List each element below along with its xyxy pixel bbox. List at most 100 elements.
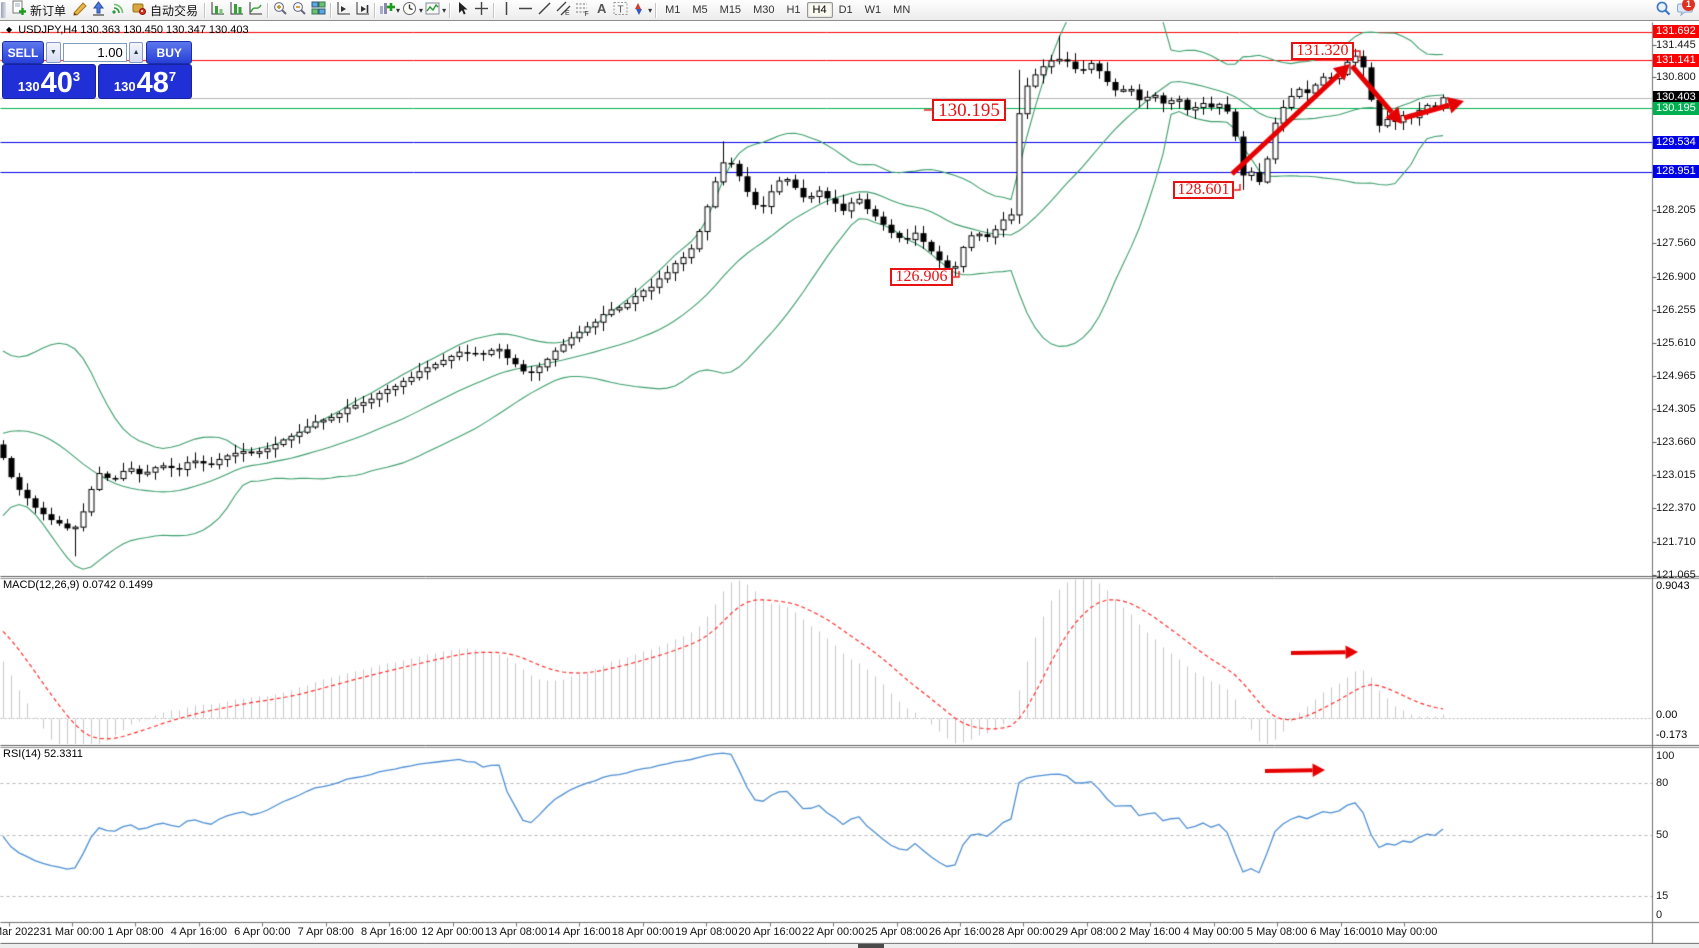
horizontal-scrollbar[interactable]: [0, 944, 1699, 948]
chat-button[interactable]: 1: [1676, 0, 1695, 20]
horizontal-scrollbar-thumb[interactable]: [858, 944, 884, 948]
auto-trading-button[interactable]: 自动交易: [127, 1, 201, 19]
text-label-button-icon: T: [612, 0, 629, 20]
price-tick: 124.305: [1656, 403, 1696, 416]
new-order-button[interactable]: 新订单: [7, 0, 69, 20]
toolbar: 新订单 自动交易 ▾ ▾ ▾ E F A T ▾ M1 M5 M15 M30 H1 H4 D1 W1 MN 1: [0, 0, 1699, 21]
arrows-button[interactable]: ▾: [630, 1, 652, 19]
ohlc-low: 130.347: [166, 24, 206, 36]
rsi-scale-label: 100: [1656, 750, 1675, 762]
date-label: 12 Apr 00:00: [421, 926, 484, 938]
data-window-icon[interactable]: [208, 1, 226, 19]
chevron-down-icon[interactable]: ▾: [396, 5, 401, 15]
timeframe-m15[interactable]: M15: [719, 4, 742, 16]
chevron-down-icon[interactable]: ▾: [648, 5, 653, 15]
rsi-label: RSI(14) 52.3311: [3, 748, 83, 760]
chevron-down-icon[interactable]: ▾: [442, 5, 447, 15]
date-label: 6 Apr 00:00: [234, 926, 291, 938]
annotation-126906[interactable]: 126.906: [890, 268, 953, 286]
horizontal-line-button[interactable]: [516, 1, 534, 19]
fibonacci-button[interactable]: F: [573, 1, 591, 19]
crosshair-button[interactable]: [472, 1, 490, 19]
date-label: 31 Mar 00:00: [39, 926, 105, 938]
sell-price-prefix: 130: [17, 79, 40, 94]
signal-icon-icon: [109, 0, 126, 20]
svg-text:A: A: [597, 1, 607, 16]
date-label: 7 Apr 08:00: [297, 926, 354, 938]
cursor-button[interactable]: [453, 1, 471, 19]
symbol-name: USDJPY,H4: [18, 24, 78, 36]
templates-button[interactable]: ▾: [424, 1, 446, 19]
price-badge: 131.141: [1653, 53, 1699, 67]
trendline-button-icon: [536, 0, 553, 20]
styler-icon-icon: [71, 0, 88, 20]
rsi-scale-label: 15: [1656, 889, 1669, 902]
horizontal-line-button-icon: [517, 0, 534, 20]
new-order-button-icon: [10, 0, 27, 20]
timeframe-m1[interactable]: M1: [665, 4, 681, 16]
text-label-button[interactable]: T: [611, 1, 629, 19]
price-tick: 130.800: [1656, 71, 1696, 84]
trendline-button[interactable]: [535, 1, 553, 19]
timeframe-d1[interactable]: D1: [838, 4, 853, 16]
timeframe-mn[interactable]: MN: [893, 4, 911, 16]
price-tick: 128.205: [1656, 204, 1696, 217]
vertical-line-button[interactable]: [497, 1, 515, 19]
date-label: 13 Apr 08:00: [484, 926, 548, 938]
signal-icon[interactable]: [108, 1, 126, 19]
price-tick: 122.370: [1656, 502, 1696, 515]
chevron-down-icon[interactable]: ▾: [419, 5, 424, 15]
timeframe-h4[interactable]: H4: [806, 2, 833, 18]
macd-scale-max: 0.9043: [1656, 580, 1690, 592]
styler-icon[interactable]: [70, 1, 88, 19]
market-watch-icon[interactable]: [227, 1, 245, 19]
vertical-line-button-icon: [498, 0, 515, 20]
auto-scroll-button[interactable]: [353, 1, 371, 19]
rsi-name: RSI(14): [3, 748, 41, 760]
toolbar-separator: [267, 2, 269, 18]
timeframe-m30[interactable]: M30: [753, 4, 775, 16]
toolbar-separator: [449, 2, 451, 18]
price-badge: 131.692: [1653, 25, 1699, 39]
notification-badge: 1: [1682, 0, 1695, 11]
sell-price-display[interactable]: 130 40 3: [2, 64, 96, 99]
zoom-in-button[interactable]: [271, 1, 289, 19]
search-icon[interactable]: [1655, 0, 1672, 20]
price-badge: 129.534: [1653, 135, 1699, 149]
macd-scale-min: -0.173: [1656, 729, 1688, 741]
volume-increase-button[interactable]: ▲: [128, 42, 144, 63]
chart-shift-button[interactable]: [334, 1, 352, 19]
equidistant-channel-button[interactable]: E: [554, 1, 572, 19]
market-watch-icon-icon: [228, 0, 245, 20]
timeframe-h1[interactable]: H1: [786, 4, 801, 16]
timeframe-w1[interactable]: W1: [864, 4, 882, 16]
auto-trading-button-icon: [130, 0, 147, 20]
text-button[interactable]: A: [592, 1, 610, 19]
price-tick: 123.660: [1656, 436, 1696, 449]
volume-input[interactable]: [62, 43, 127, 62]
annotation-128601[interactable]: 128.601: [1173, 181, 1234, 199]
periods-button[interactable]: ▾: [401, 1, 423, 19]
price-tick: 125.610: [1656, 336, 1696, 349]
volume-decrease-button[interactable]: ▼: [45, 42, 61, 63]
buy-button[interactable]: BUY: [146, 41, 192, 64]
navigator-icon[interactable]: [246, 1, 264, 19]
zoom-out-button[interactable]: [290, 1, 308, 19]
cursor-button-icon: [454, 0, 471, 20]
buy-price-display[interactable]: 130 48 7: [98, 64, 192, 99]
sell-button[interactable]: SELL: [2, 41, 44, 64]
buy-price-prefix: 130: [113, 79, 136, 94]
date-label: 18 Apr 00:00: [611, 926, 675, 938]
publish-icon[interactable]: [89, 1, 107, 19]
annotation-130195[interactable]: 130.195: [932, 99, 1006, 121]
timeframe-m5[interactable]: M5: [692, 4, 708, 16]
one-click-trading-panel: SELL ▼ ▲ BUY 130 40 3 130 48 7: [2, 41, 192, 99]
buy-price-big: 48: [136, 67, 169, 100]
price-tick: 123.015: [1656, 469, 1696, 482]
date-label: 29 Apr 08:00: [1055, 926, 1119, 938]
annotation-131320[interactable]: 131.320: [1291, 42, 1354, 60]
new-chart-button[interactable]: ▾: [378, 1, 400, 19]
price-tick: 126.255: [1656, 303, 1696, 316]
tile-windows-button[interactable]: [309, 1, 327, 19]
